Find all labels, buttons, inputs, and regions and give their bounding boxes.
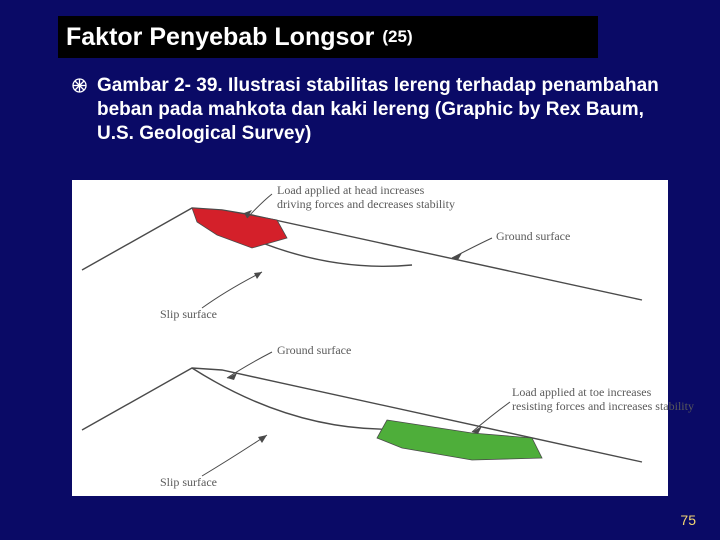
bottom-load-label: Load applied at toe increasesresisting f… [512, 386, 712, 414]
leader-top-load [247, 194, 272, 218]
top-slip-label: Slip surface [160, 308, 217, 322]
bottom-ground-line [82, 368, 642, 462]
top-load-label: Load applied at head increasesdriving fo… [277, 184, 507, 212]
leader-bottom-load [472, 402, 510, 432]
leader-bottom-slip [202, 435, 267, 476]
page-number: 75 [680, 512, 696, 528]
bullet-block: Gambar 2- 39. Ilustrasi stabilitas leren… [72, 74, 662, 145]
diagram-svg [72, 180, 668, 496]
arrowhead-bottom-slip [258, 435, 267, 443]
bottom-load-shape [377, 420, 542, 460]
top-load-shape [192, 208, 287, 248]
caption-text: Gambar 2- 39. Ilustrasi stabilitas leren… [97, 74, 662, 145]
bottom-slip-line [192, 368, 417, 429]
top-ground-label: Ground surface [496, 230, 570, 244]
bottom-ground-label: Ground surface [277, 344, 351, 358]
bullet-icon [72, 78, 87, 98]
title-sub: (25) [382, 27, 412, 47]
diagram-figure: Load applied at head increasesdriving fo… [72, 180, 668, 496]
leader-top-slip [202, 272, 262, 308]
title-main: Faktor Penyebab Longsor [66, 23, 374, 52]
top-ground-line [82, 208, 642, 300]
leader-bottom-ground [227, 352, 272, 378]
bottom-slip-label: Slip surface [160, 476, 217, 490]
title-bar: Faktor Penyebab Longsor (25) [58, 16, 598, 58]
